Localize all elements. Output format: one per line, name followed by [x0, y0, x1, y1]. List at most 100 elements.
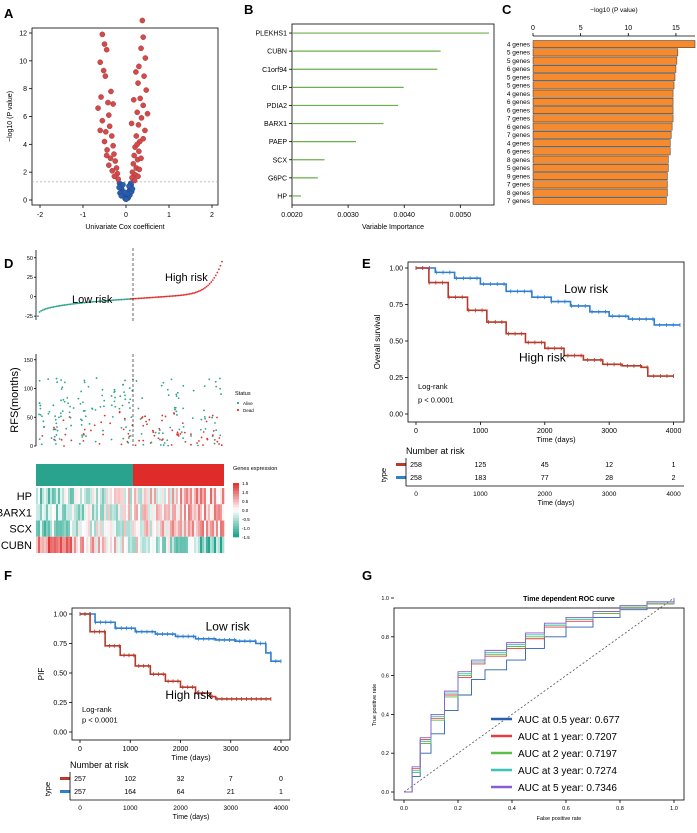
- panel-d-rfs-point: [101, 388, 104, 391]
- panel-e-risk-xtick-label: 1000: [473, 491, 488, 498]
- panel-a-point-red: [110, 101, 116, 107]
- panel-d-heatmap-cell: [138, 504, 141, 521]
- panel-d-heatmap-row-label: CUBN: [1, 540, 32, 552]
- panel-d-rfs-point: [129, 434, 132, 437]
- panel-d-rfs-point: [191, 417, 194, 420]
- panel-d-expr-legend-gradient: [233, 485, 239, 489]
- panel-d-heatmap-cell: [194, 520, 197, 537]
- panel-d-score-point: [47, 307, 50, 309]
- panel-d-rfs-point: [56, 381, 59, 384]
- panel-d-heatmap-cell: [182, 520, 185, 537]
- panel-d-rfs-point: [83, 379, 86, 382]
- panel-d-score-point: [103, 299, 106, 302]
- panel-d-expr-legend-gradient: [233, 531, 239, 535]
- panel-e-risk-cell: 183: [475, 475, 487, 482]
- panel-d-heatmap-cell: [166, 536, 169, 553]
- panel-a-ytick-label: 0: [23, 198, 27, 205]
- panel-d-heatmap-cell: [188, 520, 191, 537]
- panel-d-rfs-point: [145, 420, 148, 423]
- panel-a-point-red: [108, 88, 114, 95]
- panel-d-rfs-ytick-label: 0: [30, 444, 33, 450]
- panel-d-score-point: [86, 301, 89, 304]
- panel-d-rfs-point: [81, 419, 83, 422]
- panel-d-score-point: [77, 302, 80, 305]
- panel-d-rfs-point: [142, 439, 145, 442]
- panel-d-heatmap-cell: [74, 520, 77, 537]
- panel-c-category-label: 6 genes: [507, 124, 531, 131]
- panel-d-heatmap-cell: [190, 504, 193, 521]
- panel-d-score-point: [44, 308, 47, 310]
- panel-d-heatmap-cell: [84, 536, 87, 553]
- panel-d-heatmap-cell: [108, 488, 111, 505]
- panel-d-heatmap-cell: [128, 488, 131, 505]
- panel-d-heatmap-cell: [98, 488, 101, 505]
- panel-d-heatmap-cell: [180, 536, 183, 553]
- panel-d-rfs-point: [142, 443, 145, 446]
- panel-d-heatmap-cell: [54, 520, 57, 537]
- panel-d-heatmap-cell: [130, 488, 133, 505]
- panel-a-point-red: [100, 67, 107, 74]
- panel-f-risk-cell: 64: [177, 789, 185, 796]
- panel-d-rfs-point: [77, 397, 80, 400]
- panel-d-heatmap-cell: [118, 520, 121, 537]
- panel-d-heatmap-cell: [190, 520, 193, 537]
- panel-d-heatmap-cell: [106, 520, 109, 537]
- panel-f-risk-xtick-label: 0: [78, 805, 82, 812]
- panel-d-heatmap-cell: [122, 520, 125, 537]
- panel-d-rfs-point: [159, 438, 161, 441]
- panel-d-heatmap-cell: [46, 520, 49, 537]
- panel-d-heatmap-cell: [192, 488, 195, 505]
- panel-a-point-red: [130, 161, 137, 167]
- panel-e-xtick-label: 4000: [666, 428, 682, 435]
- panel-d-heatmap-cell: [208, 504, 211, 521]
- panel-d-score-point: [109, 299, 112, 302]
- panel-d-heatmap-cell: [52, 520, 55, 537]
- panel-d-score-point: [120, 298, 123, 301]
- panel-d-rfs-point: [60, 399, 62, 402]
- panel-d-rfs-point: [60, 388, 63, 390]
- panel-d-heatmap-cell: [118, 504, 121, 521]
- panel-d-rfs-point: [170, 378, 173, 381]
- panel-d-heatmap-cell: [76, 504, 79, 521]
- panel-d-rfs-point: [55, 377, 58, 380]
- panel-d-heatmap-cell: [166, 504, 169, 521]
- panel-d-heatmap-cell: [204, 520, 207, 537]
- panel-d-rfs-point: [70, 439, 73, 442]
- panel-d-heatmap-cell: [164, 488, 167, 505]
- panel-d-heatmap-cell: [148, 504, 151, 521]
- panel-d-score-point: [89, 301, 92, 303]
- panel-d-heatmap-cell: [48, 536, 51, 553]
- panel-d-heatmap-cell: [210, 536, 213, 553]
- panel-d-expr-legend-gradient: [233, 518, 239, 522]
- panel-d-heatmap-cell: [146, 504, 149, 521]
- panel-d-expr-legend-tick: 0.5: [242, 499, 249, 504]
- panel-d-heatmap-cell: [108, 504, 111, 521]
- panel-d-score-point: [80, 302, 83, 304]
- panel-g-xtick-label: 0.6: [562, 806, 570, 812]
- panel-d-rfs-point: [200, 418, 203, 421]
- panel-d-expr-legend-gradient: [233, 501, 239, 505]
- panel-d-heatmap-cell: [176, 504, 179, 521]
- panel-a-point-red: [97, 59, 103, 66]
- panel-d-heatmap-cell: [50, 488, 53, 505]
- panel-d-score-point: [69, 303, 72, 306]
- panel-d-heatmap-cell: [38, 488, 41, 505]
- panel-d-heatmap-cell: [100, 488, 103, 505]
- panel-c-bar: [532, 155, 669, 164]
- panel-d-rfs-point: [119, 395, 122, 398]
- panel-d-heatmap-cell: [50, 536, 53, 553]
- panel-e-risk-xtick-label: 4000: [666, 491, 681, 498]
- panel-c-bar: [532, 81, 675, 90]
- panel-d-score-point: [129, 298, 132, 300]
- panel-d-expr-legend-gradient: [233, 496, 239, 500]
- panel-d-heatmap-cell: [62, 520, 65, 537]
- panel-d-rfs-point: [66, 396, 69, 399]
- panel-d-heatmap-cell: [178, 504, 181, 521]
- panel-d-heatmap-cell: [108, 536, 111, 553]
- panel-d-rfs-point: [124, 379, 126, 382]
- panel-d-score-point: [51, 306, 53, 309]
- panel-d-heatmap-cell: [156, 488, 159, 505]
- panel-d-heatmap-cell: [118, 488, 121, 505]
- panel-d-heatmap-cell: [78, 504, 81, 521]
- panel-d-heatmap-cell: [144, 536, 147, 553]
